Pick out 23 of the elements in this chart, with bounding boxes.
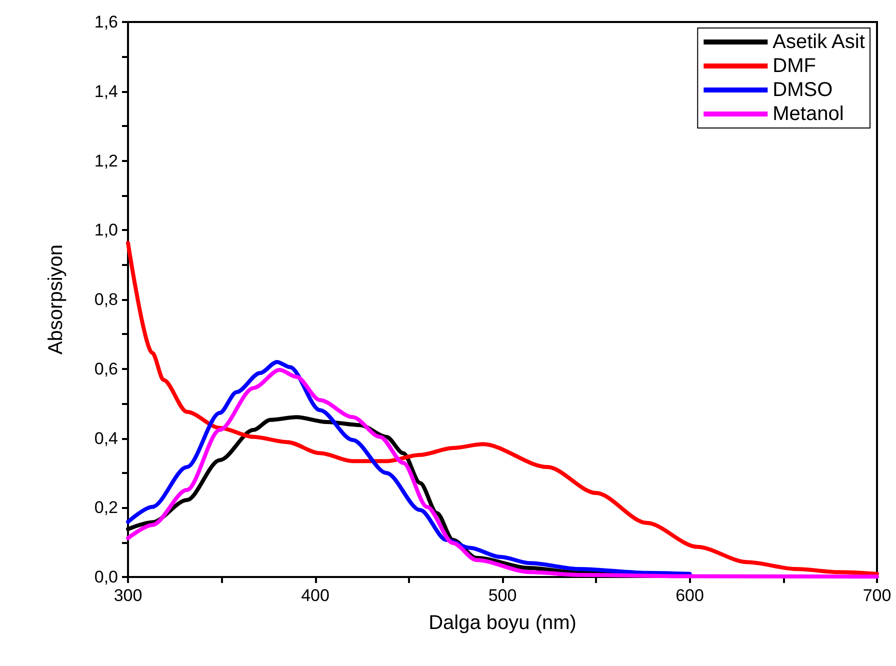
y-axis-title: Absorpsiyon (45, 244, 67, 355)
x-tick-label: 400 (301, 586, 330, 605)
line-series (126, 368, 879, 579)
line-series (126, 240, 879, 576)
legend-label: DMF (772, 55, 816, 77)
x-tick-label: 700 (862, 586, 892, 605)
x-tick-label: 500 (488, 586, 517, 605)
x-tick-label: 300 (114, 586, 142, 605)
legend-label: DMSO (772, 79, 833, 101)
y-tick-label: 0,8 (94, 290, 118, 309)
y-tick-label: 0,0 (94, 568, 118, 586)
line-series (126, 360, 692, 576)
x-axis-title: Dalga boyu (nm) (428, 612, 576, 634)
y-tick-label: 1,6 (94, 12, 118, 32)
y-tick-label: 0,2 (94, 498, 118, 518)
legend-label: Metanol (772, 103, 844, 125)
y-tick-label: 1,4 (94, 82, 118, 101)
y-tick-label: 1,0 (94, 220, 118, 240)
y-tick-label: 1,2 (94, 151, 118, 170)
y-tick-label: 0,6 (94, 359, 118, 378)
legend-label: Asetik Asit (772, 31, 866, 53)
y-tick-label: 0,4 (94, 428, 118, 448)
x-tick-label: 600 (676, 586, 704, 605)
